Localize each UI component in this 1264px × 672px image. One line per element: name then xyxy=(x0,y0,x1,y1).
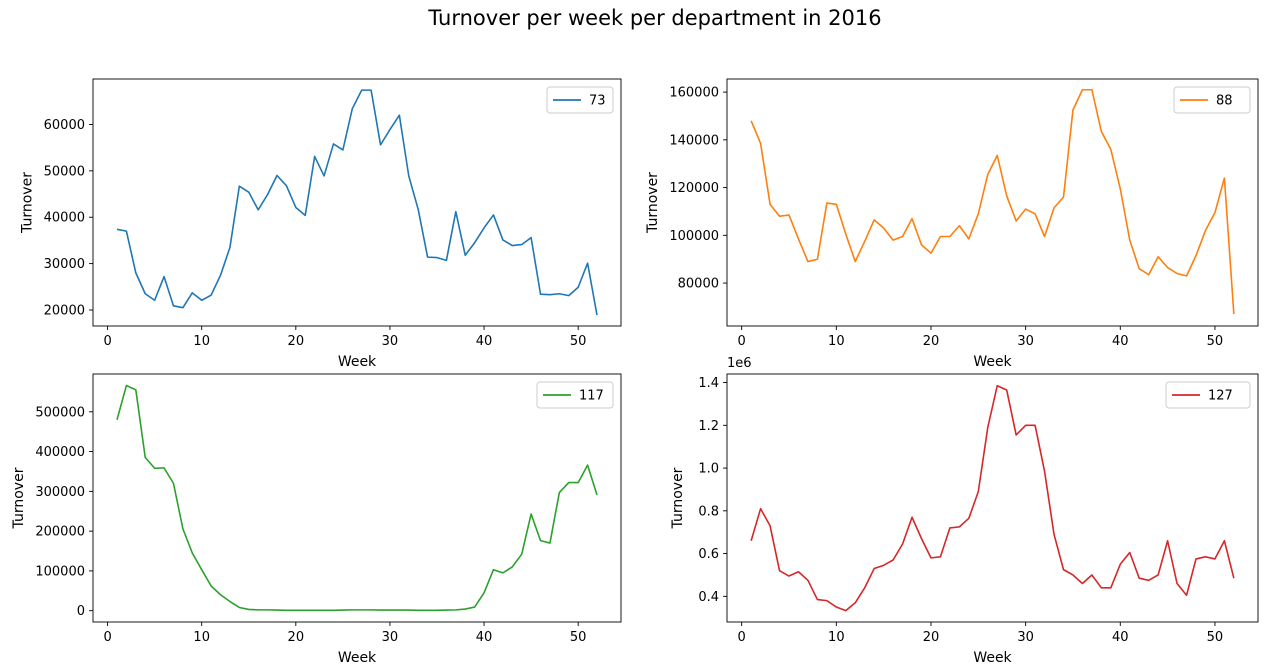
x-tick-label: 30 xyxy=(1017,334,1034,349)
x-tick-label: 10 xyxy=(828,630,845,645)
series-line-117 xyxy=(116,384,598,612)
x-tick-label: 10 xyxy=(193,630,210,645)
legend-box xyxy=(1165,381,1251,409)
axes-frame xyxy=(726,78,1259,327)
y-tick-label: 30000 xyxy=(44,257,85,272)
x-tick-label: 50 xyxy=(570,630,587,645)
y-tick-label: 200000 xyxy=(35,525,85,540)
y-tick-label: 20000 xyxy=(44,303,85,318)
axes-frame xyxy=(92,78,622,327)
x-tick-label: 40 xyxy=(1112,334,1129,349)
y-tick-label: 400000 xyxy=(35,445,85,460)
subplots-container: 0 10 20 30 40 502000030000400005000060000Week… xyxy=(11,78,1259,666)
y-offset-label: 1e6 xyxy=(727,356,752,371)
x-tick-label: 40 xyxy=(476,334,493,349)
series-line-73 xyxy=(116,89,598,316)
y-tick-label: 160000 xyxy=(669,86,719,101)
legend: 127 xyxy=(1165,381,1251,409)
x-axis-label: Week xyxy=(338,650,377,666)
y-tick-label: 300000 xyxy=(35,485,85,500)
legend: 73 xyxy=(546,86,614,114)
subplot-2: 0 10 20 30 40 50 80000 100000 120000 140000 160000… xyxy=(645,78,1259,370)
y-tick-label: 0.4 xyxy=(698,590,719,605)
x-tick-label: 0 xyxy=(103,630,111,645)
series-line-88 xyxy=(750,88,1235,315)
axes-frame xyxy=(92,373,622,623)
x-tick-label: 0 xyxy=(738,630,746,645)
y-axis-label: Turnover xyxy=(670,467,686,529)
y-tick-label: 500000 xyxy=(35,405,85,420)
figure-title: Turnover per week per department in 2016 xyxy=(427,6,881,30)
x-tick-label: 50 xyxy=(1207,334,1224,349)
x-tick-label: 30 xyxy=(382,630,399,645)
x-tick-label: 40 xyxy=(1112,630,1129,645)
y-axis-label: Turnover xyxy=(11,467,27,529)
y-tick-label: 0 xyxy=(77,604,85,619)
axes-frame xyxy=(726,373,1259,623)
x-tick-label: 20 xyxy=(288,334,305,349)
y-tick-label: 0.6 xyxy=(698,547,719,562)
x-tick-label: 20 xyxy=(923,334,940,349)
y-axis-label: Turnover xyxy=(645,172,661,234)
y-tick-label: 120000 xyxy=(669,181,719,196)
y-axis-label: Turnover xyxy=(20,172,36,234)
series-line-127 xyxy=(750,384,1235,612)
y-tick-label: 40000 xyxy=(44,211,85,226)
x-tick-label: 20 xyxy=(923,630,940,645)
legend: 88 xyxy=(1173,86,1251,114)
y-tick-label: 1.4 xyxy=(698,376,719,391)
x-tick-label: 30 xyxy=(382,334,399,349)
y-tick-label: 80000 xyxy=(678,277,719,292)
legend-label: 117 xyxy=(579,389,604,404)
x-tick-label: 50 xyxy=(570,334,587,349)
legend-label: 73 xyxy=(589,94,606,109)
x-tick-label: 10 xyxy=(828,334,845,349)
subplot-4: 0 10 20 30 40 50 0.4 0.6 0.8 1.0 1.2 1.4 1e6 Week Turn… xyxy=(670,356,1259,666)
legend-box xyxy=(1173,86,1251,114)
x-tick-label: 0 xyxy=(738,334,746,349)
x-axis-label: Week xyxy=(973,354,1012,370)
y-tick-label: 60000 xyxy=(44,118,85,133)
legend-label: 88 xyxy=(1216,94,1233,109)
legend: 117 xyxy=(536,381,614,409)
subplot-1: 0 10 20 30 40 50 20000 30000 40000 50000 60000 Week… xyxy=(20,78,622,370)
x-axis-label: Week xyxy=(973,650,1012,666)
x-axis-label: Week xyxy=(338,354,377,370)
subplot-3: 0 10 20 30 40 50 0 100000 200000 300000 400000 5000… xyxy=(11,373,622,666)
x-tick-label: 10 xyxy=(193,334,210,349)
x-tick-label: 30 xyxy=(1017,630,1034,645)
y-tick-label: 140000 xyxy=(669,133,719,148)
y-tick-label: 1.2 xyxy=(698,419,719,434)
y-tick-label: 100000 xyxy=(669,229,719,244)
y-tick-label: 100000 xyxy=(35,564,85,579)
y-tick-label: 50000 xyxy=(44,164,85,179)
y-tick-label: 1.0 xyxy=(698,462,719,477)
legend-box xyxy=(536,381,614,409)
x-tick-label: 20 xyxy=(288,630,305,645)
y-tick-label: 0.8 xyxy=(698,504,719,519)
x-tick-label: 50 xyxy=(1207,630,1224,645)
legend-label: 127 xyxy=(1208,389,1233,404)
x-tick-label: 40 xyxy=(476,630,493,645)
x-tick-label: 0 xyxy=(103,334,111,349)
